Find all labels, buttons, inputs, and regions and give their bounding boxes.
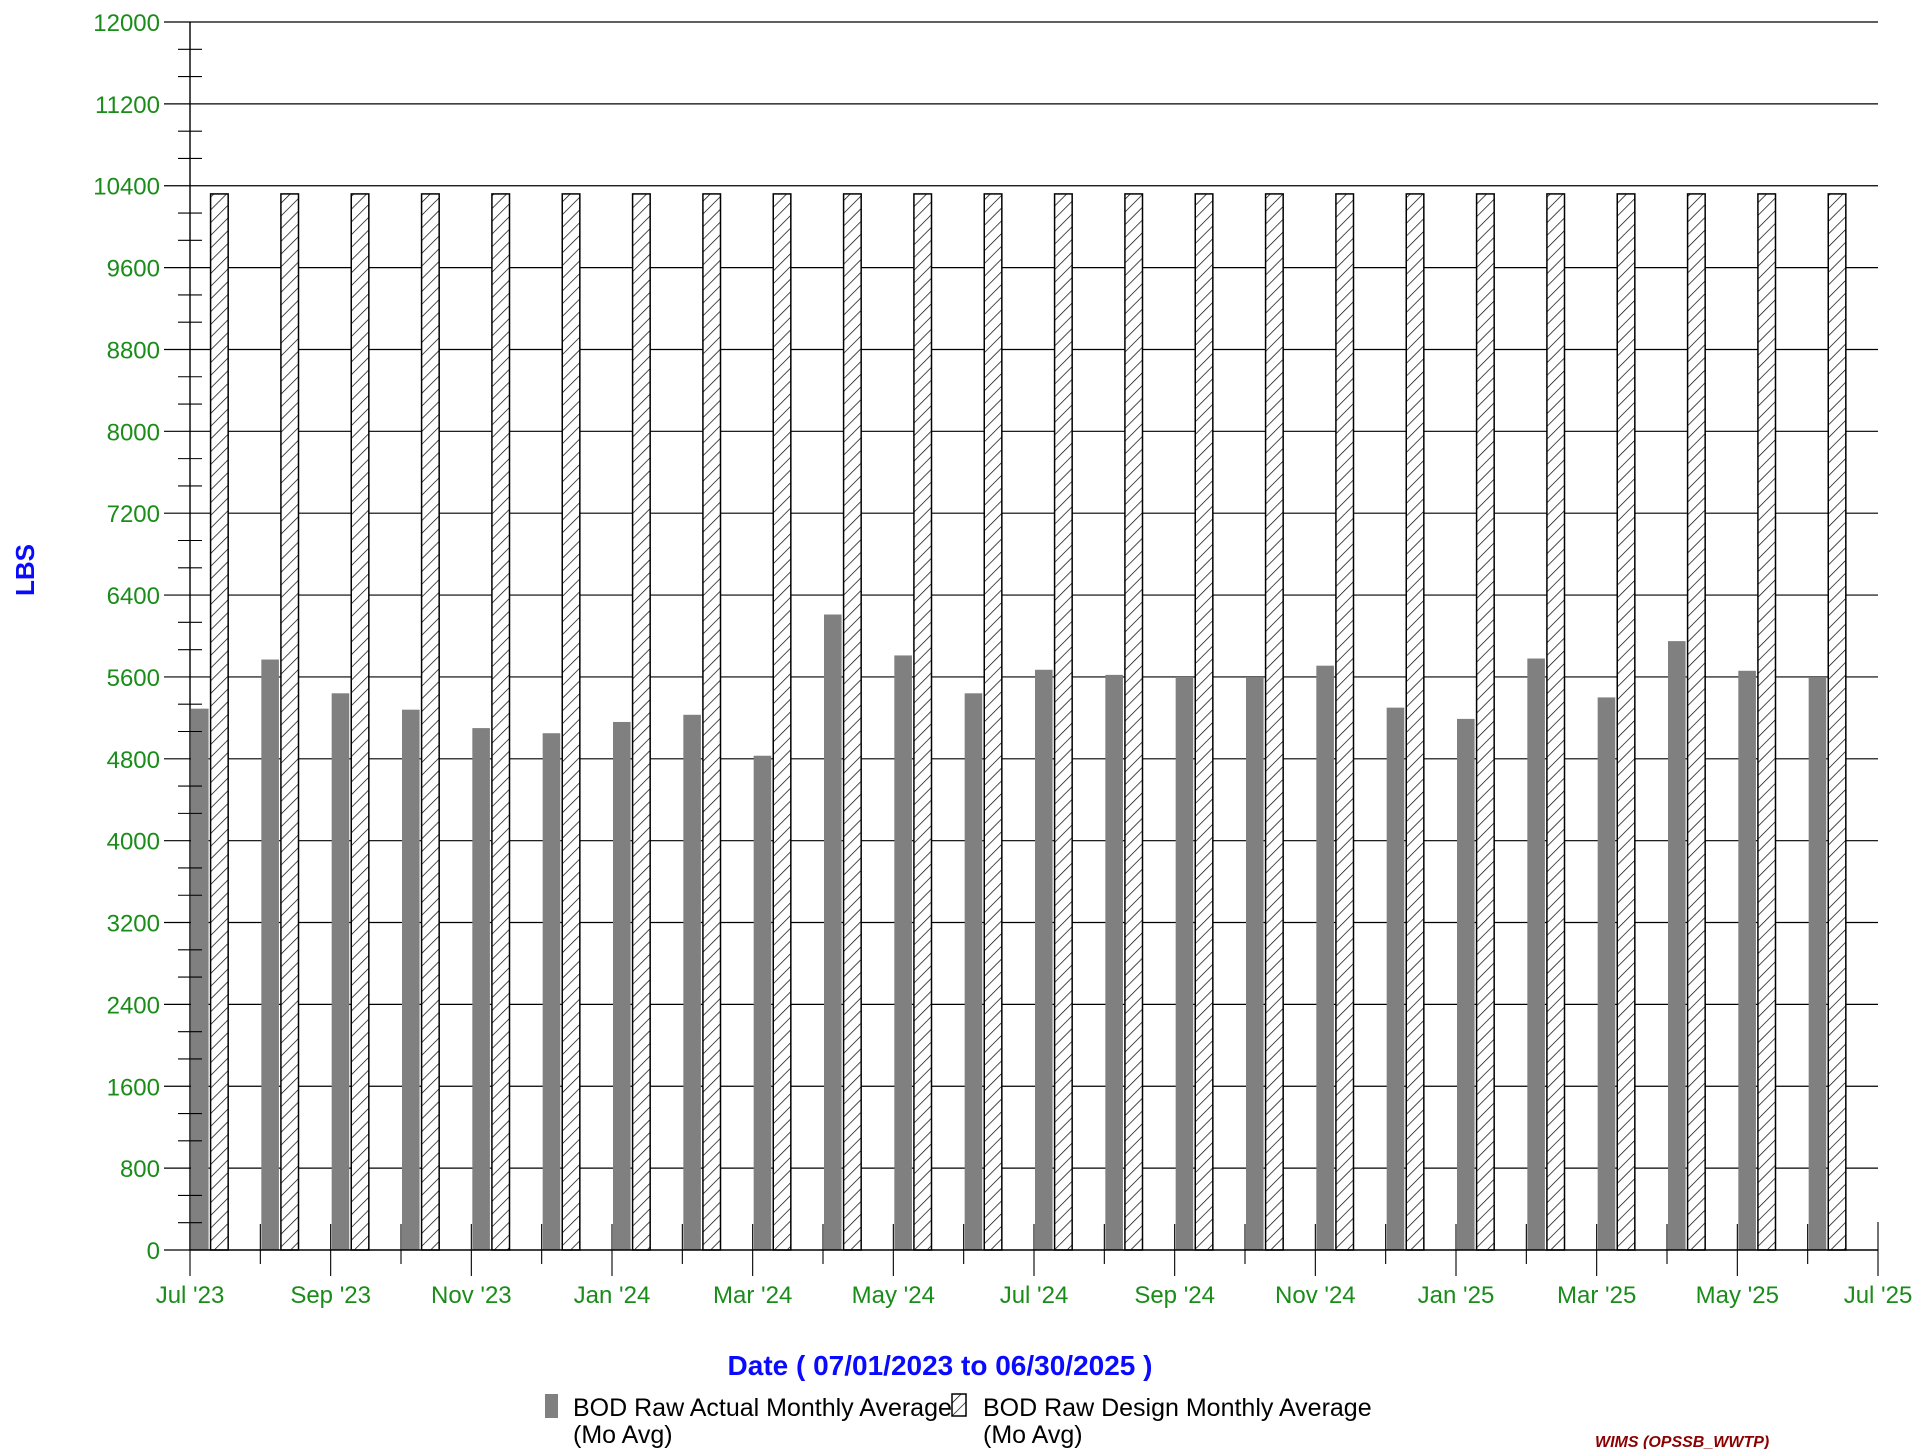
x-tick-label: Jan '24	[574, 1282, 651, 1309]
legend-label-design-sub: (Mo Avg)	[983, 1421, 1083, 1449]
bar-design	[209, 193, 229, 1251]
y-tick-label: 9600	[107, 256, 160, 283]
legend: BOD Raw Actual Monthly Average (Mo Avg) …	[545, 1393, 1372, 1449]
x-tick-label: Jul '24	[1000, 1282, 1069, 1309]
bar-design	[1194, 193, 1214, 1251]
bar-design	[1335, 193, 1355, 1251]
bar-actual	[613, 721, 631, 1250]
x-tick-label: May '25	[1696, 1282, 1779, 1309]
x-tick-label: Mar '25	[1557, 1282, 1636, 1309]
bar-design	[561, 193, 581, 1251]
legend-label-actual: BOD Raw Actual Monthly Average	[573, 1394, 952, 1422]
y-tick-label: 7200	[107, 501, 160, 528]
x-tick-label: Mar '24	[713, 1282, 792, 1309]
bar-actual	[472, 728, 490, 1250]
y-tick-labels: 0 800 1600 2400 3200 4000 4800 5600 6400 7200 8000…	[93, 10, 160, 1265]
bar-design	[772, 193, 792, 1251]
axes	[164, 21, 1879, 1276]
x-tick-label: Sep '24	[1134, 1282, 1215, 1309]
legend-label-actual-sub: (Mo Avg)	[573, 1421, 673, 1449]
bar-actual	[1175, 676, 1194, 1250]
bar-design	[631, 193, 651, 1251]
y-axis-title: LBS	[10, 544, 40, 596]
bar-actual	[894, 655, 912, 1250]
y-tick-label: 5600	[107, 665, 160, 692]
legend-swatch-actual	[545, 1394, 558, 1418]
legend-label-design: BOD Raw Design Monthly Average	[983, 1394, 1372, 1422]
bar-design	[842, 193, 862, 1251]
bar-design	[1616, 193, 1636, 1251]
x-tick-label: Sep '23	[290, 1282, 371, 1309]
bar-actual	[1738, 670, 1756, 1250]
y-tick-label: 8800	[107, 337, 160, 364]
bar-actual	[753, 755, 772, 1250]
y-tick-label: 800	[120, 1156, 160, 1183]
y-tick-label: 3200	[107, 911, 160, 938]
bar-actual	[402, 709, 420, 1250]
x-tick-label: Jul '23	[156, 1282, 225, 1309]
bar-design	[702, 193, 722, 1251]
grid-lines	[190, 21, 1878, 1169]
bar-actual	[331, 693, 350, 1250]
bar-design	[1757, 193, 1777, 1251]
bar-design	[420, 193, 440, 1251]
x-tick-label: Jul '25	[1844, 1282, 1913, 1309]
bar-actual	[1527, 658, 1545, 1250]
y-tick-label: 10400	[93, 174, 160, 201]
x-axis-title: Date ( 07/01/2023 to 06/30/2025 )	[728, 1350, 1153, 1381]
y-tick-label: 4000	[107, 829, 160, 856]
bar-actual	[1457, 718, 1475, 1250]
bar-design	[350, 193, 370, 1251]
bar-actual	[1386, 707, 1405, 1250]
y-tick-label: 2400	[107, 992, 160, 1019]
bar-design	[1053, 193, 1073, 1251]
bar-design	[1827, 193, 1847, 1251]
y-tick-label: 12000	[93, 10, 160, 37]
bar-actual	[1316, 665, 1334, 1250]
bar-design	[280, 193, 300, 1251]
bar-design	[1546, 193, 1566, 1251]
y-tick-label: 6400	[107, 583, 160, 610]
bar-design	[1686, 193, 1706, 1251]
bar-actual	[1246, 677, 1264, 1250]
x-tick-label: Nov '24	[1275, 1282, 1356, 1309]
legend-swatch-design	[951, 1393, 967, 1417]
bar-actual	[1597, 697, 1616, 1250]
bar-design	[913, 193, 933, 1251]
x-tick-labels: Jul '23 Sep '23 Nov '23 Jan '24 Mar '24 May '…	[156, 1282, 1913, 1309]
footer-source: WIMS (OPSSB_WWTP)	[1595, 1434, 1769, 1449]
bar-actual	[191, 708, 209, 1250]
bar-design	[1124, 193, 1144, 1251]
bar-actual	[683, 714, 701, 1250]
bar-actual	[1035, 669, 1053, 1250]
bar-actual	[964, 693, 983, 1250]
bars	[191, 193, 1847, 1251]
y-tick-label: 0	[147, 1238, 160, 1265]
bar-actual	[542, 733, 561, 1250]
bar-design	[1475, 193, 1495, 1251]
x-tick-label: Nov '23	[431, 1282, 512, 1309]
x-tick-label: May '24	[852, 1282, 935, 1309]
bar-design	[491, 193, 511, 1251]
y-tick-label: 1600	[107, 1074, 160, 1101]
y-tick-label: 4800	[107, 747, 160, 774]
bar-actual	[824, 614, 842, 1250]
y-tick-label: 11200	[95, 92, 160, 119]
bar-actual	[1668, 641, 1686, 1250]
bar-actual	[1105, 674, 1123, 1250]
y-tick-label: 8000	[107, 419, 160, 446]
bar-design	[1264, 193, 1284, 1251]
bar-design	[983, 193, 1003, 1251]
bar-actual	[1808, 677, 1827, 1250]
bar-design	[1405, 193, 1425, 1251]
bar-actual	[261, 659, 279, 1250]
x-tick-label: Jan '25	[1418, 1282, 1495, 1309]
